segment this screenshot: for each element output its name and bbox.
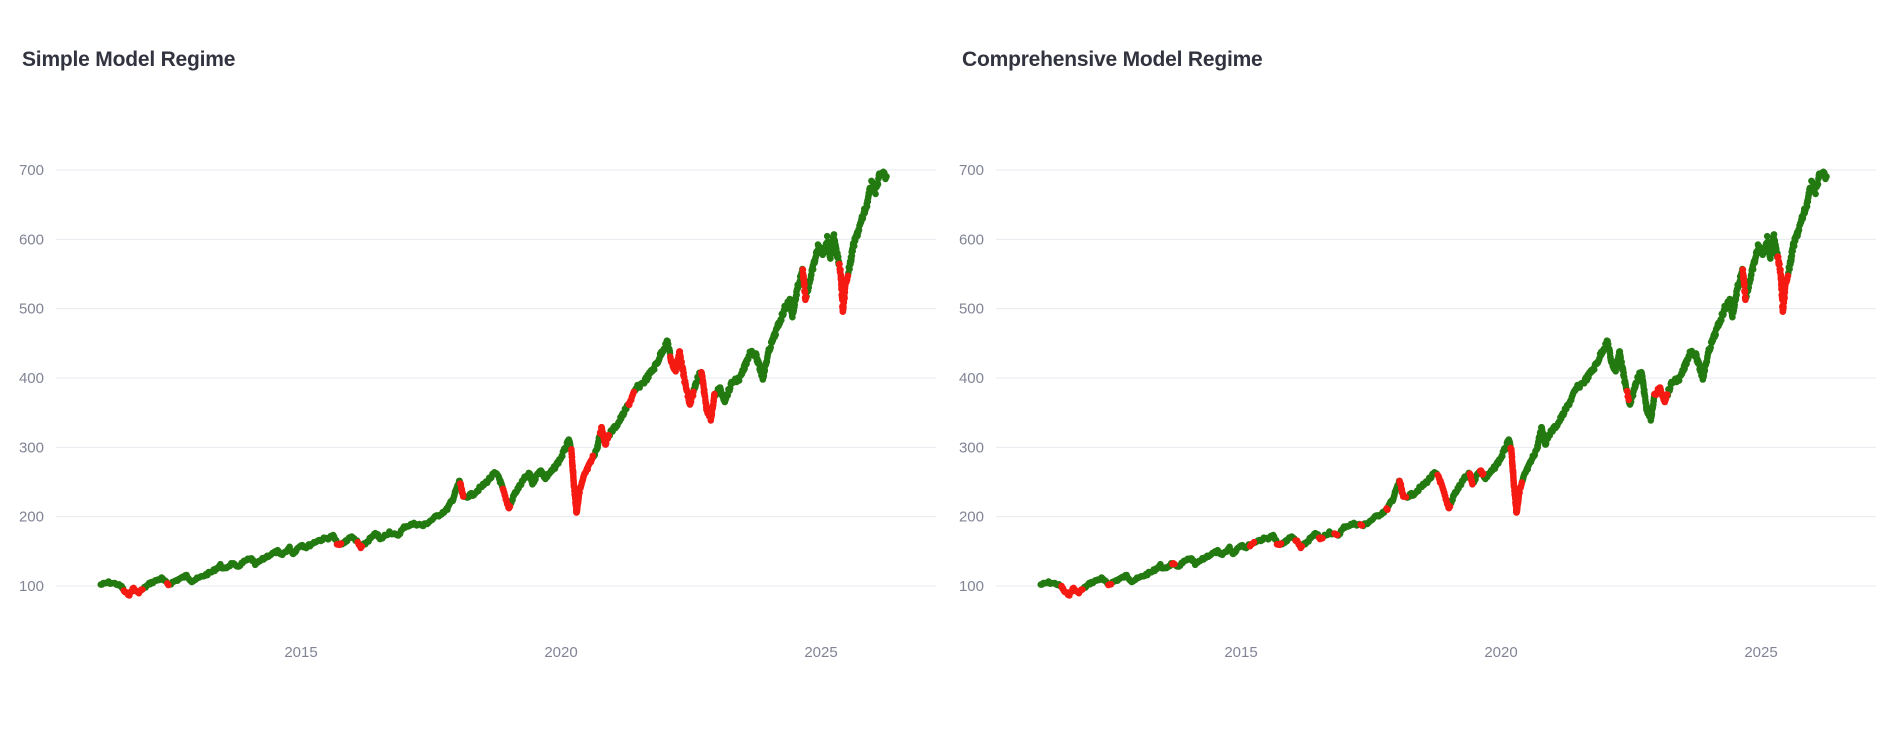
red-regime-points	[1058, 253, 1792, 599]
chart-title-simple: Simple Model Regime	[22, 48, 236, 71]
data-point-green	[830, 231, 838, 238]
y-tick-label: 700	[959, 162, 984, 179]
data-point-red	[684, 388, 691, 395]
data-point-green	[1823, 173, 1830, 180]
data-point-red	[1776, 260, 1783, 268]
y-tick-label: 300	[959, 439, 984, 456]
data-point-red	[1171, 560, 1178, 568]
y-tick-label: 100	[19, 578, 44, 595]
data-point-red	[1319, 535, 1326, 542]
data-point-red	[1777, 266, 1784, 274]
green-regime-points	[1037, 168, 1830, 592]
data-point-red	[630, 388, 638, 396]
data-point-red	[690, 388, 697, 396]
data-point-red	[605, 432, 613, 439]
data-point-red	[165, 581, 172, 589]
data-point-red	[1402, 493, 1410, 501]
data-point-red	[711, 390, 718, 398]
data-point-red	[139, 586, 146, 593]
data-point-green	[1812, 190, 1819, 198]
data-point-green	[1763, 232, 1771, 240]
data-point-green	[1726, 295, 1734, 303]
data-point-green	[772, 331, 779, 339]
x-tick-label: 2015	[284, 644, 317, 661]
data-point-red	[836, 260, 843, 268]
data-point-red	[801, 282, 808, 289]
data-point-green	[1749, 266, 1757, 273]
data-point-green	[793, 291, 800, 299]
data-point-red	[589, 452, 597, 460]
data-point-red	[1469, 481, 1476, 488]
data-point-red	[1479, 470, 1487, 477]
data-point-red	[1741, 282, 1748, 289]
y-tick-label: 600	[959, 231, 984, 248]
data-point-green	[1590, 366, 1598, 373]
chart-comprehensive: 100 200 300 400 500 600 700 2015 2020 2025	[959, 162, 1876, 661]
green-regime-points	[97, 168, 890, 592]
data-point-red	[837, 266, 844, 274]
data-point-red	[801, 288, 809, 296]
data-point-green	[872, 190, 879, 198]
data-point-green	[823, 232, 831, 240]
data-point-green	[1618, 358, 1625, 366]
y-tick-label: 200	[959, 509, 984, 526]
data-point-red	[1624, 388, 1631, 395]
data-point-green	[1733, 291, 1740, 299]
data-point-red	[802, 293, 810, 301]
y-tick-label: 500	[19, 301, 44, 318]
data-point-green	[786, 295, 794, 303]
y-tick-label: 400	[19, 370, 44, 387]
data-point-green	[809, 266, 817, 273]
data-point-red	[459, 493, 467, 500]
y-tick-label: 600	[19, 231, 44, 248]
chart-simple: 100 200 300 400 500 600 700 2015 2020 2025	[19, 162, 936, 661]
data-point-red	[1781, 294, 1788, 302]
data-point-red	[1384, 506, 1391, 513]
y-tick-label: 300	[19, 439, 44, 456]
data-point-green	[1770, 231, 1778, 238]
data-point-red	[844, 272, 852, 280]
x-tick-label: 2025	[804, 644, 837, 661]
data-point-red	[358, 543, 366, 550]
data-point-green	[874, 181, 882, 188]
y-tick-label: 500	[959, 301, 984, 318]
data-point-red	[1107, 581, 1115, 588]
data-point-green	[1790, 242, 1798, 250]
data-point-red	[1333, 531, 1341, 539]
data-point-red	[1079, 586, 1086, 593]
x-tick-label: 2020	[1484, 644, 1517, 661]
data-point-green	[883, 173, 890, 180]
x-tick-label: 2025	[1744, 644, 1777, 661]
data-point-red	[1446, 503, 1454, 510]
data-point-green	[849, 247, 856, 255]
data-point-red	[1518, 479, 1526, 486]
data-point-red	[1741, 288, 1749, 296]
x-tick-label: 2015	[1224, 644, 1257, 661]
data-point-green	[1712, 331, 1719, 339]
y-tick-label: 700	[19, 162, 44, 179]
data-point-red	[1625, 396, 1632, 404]
red-regime-points	[120, 260, 852, 599]
data-point-red	[1742, 296, 1749, 304]
data-point-red	[1358, 522, 1366, 529]
data-point-red	[1277, 540, 1285, 547]
chart-title-comprehensive: Comprehensive Model Regime	[962, 48, 1263, 71]
data-point-green	[850, 242, 858, 250]
data-point-red	[337, 540, 345, 547]
data-point-red	[1784, 272, 1792, 280]
data-point-red	[506, 503, 514, 510]
data-point-green	[1814, 181, 1822, 188]
y-tick-label: 200	[19, 509, 44, 526]
data-point-red	[678, 358, 685, 366]
x-tick-label: 2020	[544, 644, 577, 661]
data-point-green	[1789, 247, 1796, 255]
y-tick-label: 100	[959, 578, 984, 595]
data-point-red	[841, 294, 848, 302]
data-point-green	[650, 366, 658, 373]
data-point-red	[1250, 538, 1258, 546]
data-point-red	[1298, 543, 1306, 550]
data-point-red	[1663, 391, 1671, 398]
y-tick-label: 400	[959, 370, 984, 387]
